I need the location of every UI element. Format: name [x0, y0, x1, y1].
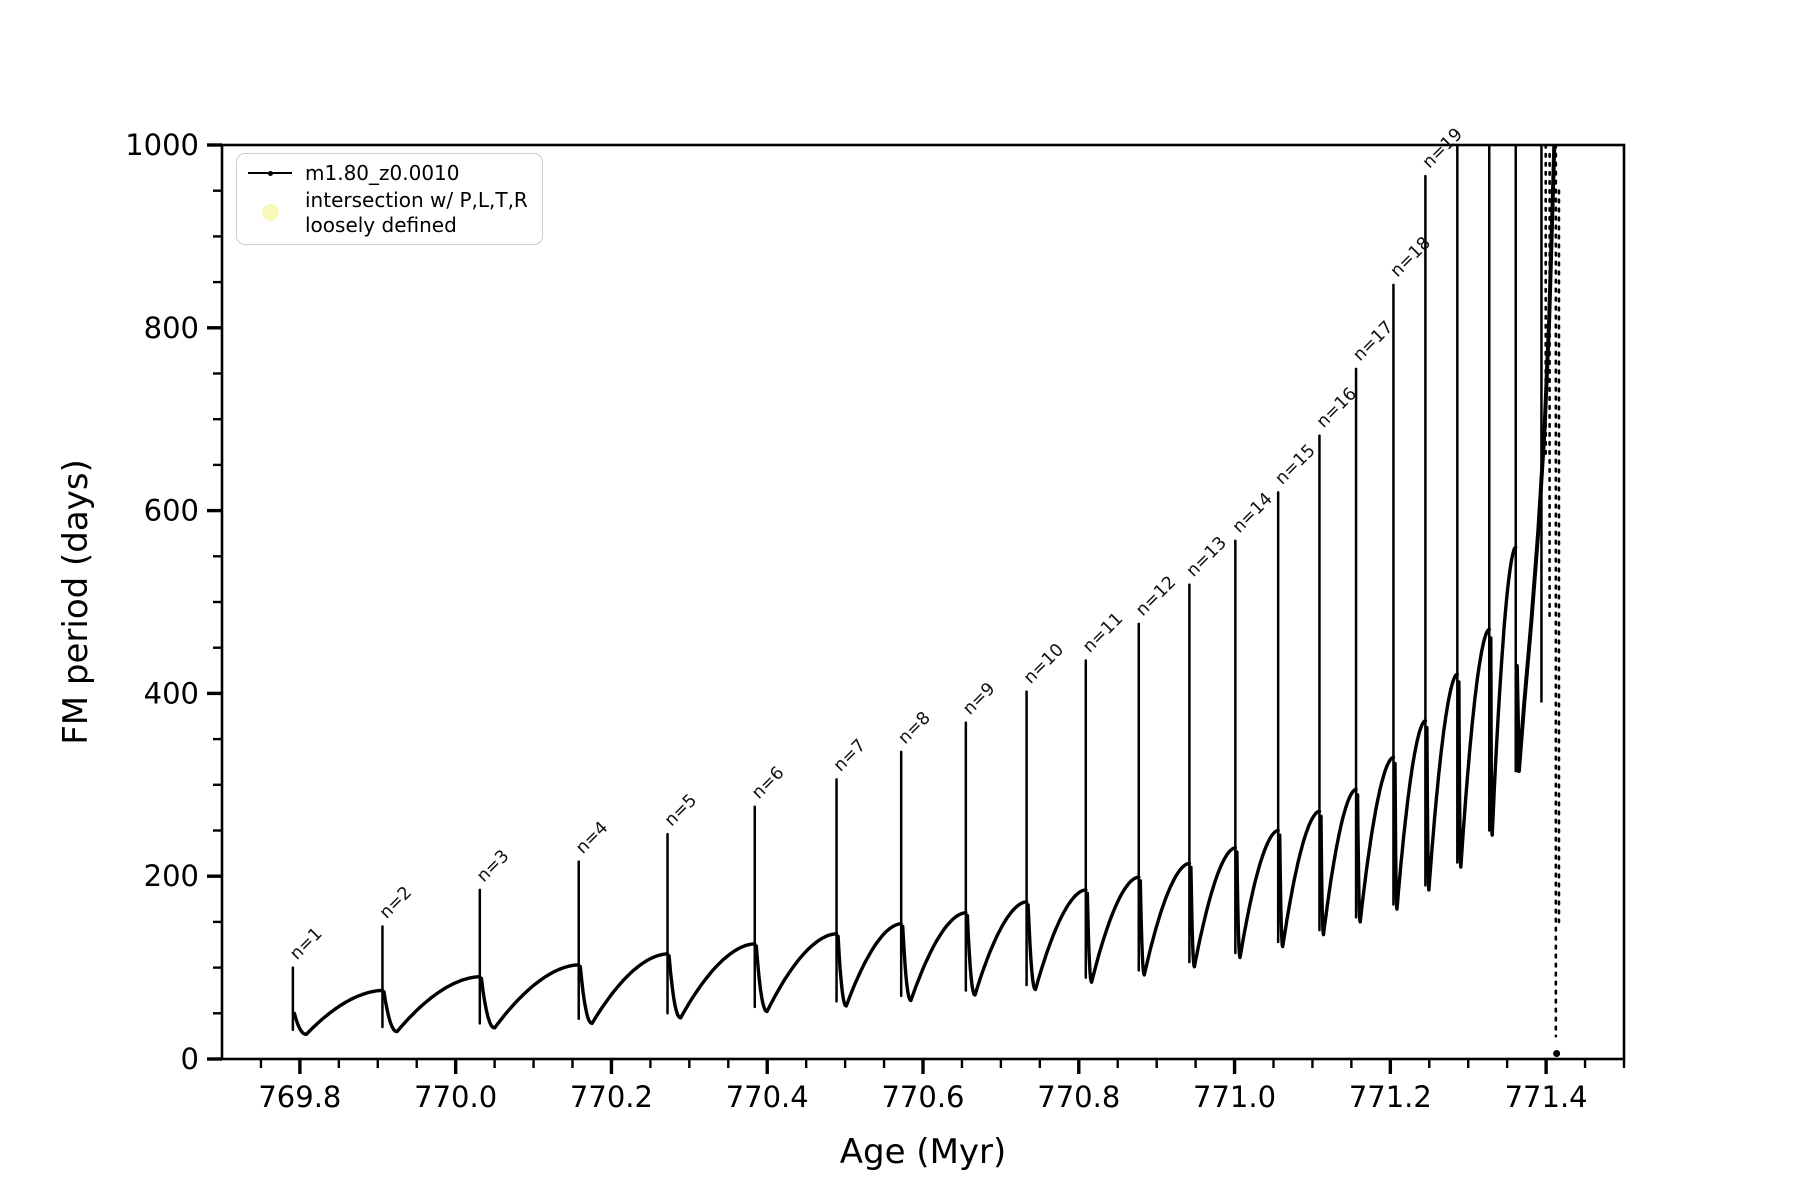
spike-annotations: n=1n=2n=3n=4n=5n=6n=7n=8n=9n=10n=11n=12n… — [286, 125, 1467, 965]
arch-after-n=1 — [292, 988, 385, 1036]
annotation-n=17: n=17 — [1349, 317, 1397, 365]
arch-after-n=15 — [1278, 809, 1322, 949]
arch-after-n=8 — [901, 911, 968, 1003]
axes-spines — [220, 143, 1626, 1061]
arch-after-n=16 — [1319, 787, 1358, 937]
annotation-n=2: n=2 — [376, 883, 416, 923]
annotation-n=18: n=18 — [1387, 233, 1435, 281]
arch-after-n=10 — [1026, 888, 1088, 992]
final-rise — [1514, 144, 1557, 774]
y-tick-label: 600 — [144, 494, 199, 528]
annotation-n=5: n=5 — [661, 790, 701, 830]
legend-label-track: m1.80_z0.0010 — [305, 160, 460, 185]
y-tick-label: 1000 — [125, 128, 199, 162]
arch-after-u19 — [1457, 627, 1491, 869]
annotation-n=9: n=9 — [959, 679, 999, 719]
annotation-n=19: n=19 — [1419, 125, 1467, 173]
arch-after-n=7 — [836, 922, 903, 1008]
annotation-n=13: n=13 — [1183, 533, 1231, 581]
legend-label-intersection-line1: intersection w/ P,L,T,R — [305, 187, 528, 212]
legend-entry-intersection: intersection w/ P,L,T,R loosely defined — [247, 188, 532, 238]
x-tick-label: 770.6 — [881, 1080, 964, 1114]
arch-after-n=3 — [479, 963, 581, 1030]
x-tick-label: 770.0 — [414, 1080, 497, 1114]
annotation-n=3: n=3 — [473, 846, 513, 886]
x-tick-label: 770.2 — [570, 1080, 653, 1114]
arch-after-n=19 — [1425, 672, 1459, 892]
arch-after-n=12 — [1138, 861, 1192, 977]
annotation-n=1: n=1 — [286, 924, 326, 964]
y-axis-label: FM period (days) — [56, 459, 96, 745]
arch-after-n=13 — [1189, 846, 1237, 969]
x-tick-label: 770.4 — [726, 1080, 809, 1114]
legend: m1.80_z0.0010 intersection w/ P,L,T,R lo… — [236, 153, 543, 245]
x-tick-label: 771.0 — [1193, 1080, 1276, 1114]
y-tick-label: 200 — [144, 859, 199, 893]
y-tick-label: 0 — [181, 1042, 199, 1076]
arch-after-n=17 — [1355, 755, 1396, 924]
annotation-n=7: n=7 — [830, 736, 870, 776]
axes: 769.8 770.0 770.2 770.4 770.6 770.8 771.0 771.2… — [125, 128, 1626, 1114]
arch-after-n=6 — [754, 932, 839, 1014]
arch-after-n=18 — [1393, 719, 1428, 911]
y-tick-label: 400 — [144, 676, 199, 710]
y-tick-label: 800 — [144, 311, 199, 345]
annotation-n=15: n=15 — [1272, 441, 1320, 489]
arch-after-n=14 — [1235, 828, 1280, 960]
arch-after-n=5 — [667, 942, 757, 1020]
circle-marker-icon — [261, 204, 279, 221]
annotation-n=8: n=8 — [895, 708, 935, 748]
arch-after-n=4 — [578, 952, 670, 1026]
annotation-n=16: n=16 — [1313, 384, 1361, 432]
annotation-n=10: n=10 — [1020, 640, 1068, 688]
x-tick-label: 771.2 — [1349, 1080, 1432, 1114]
legend-label-intersection-line2: loosely defined — [305, 212, 457, 237]
annotation-n=12: n=12 — [1132, 572, 1180, 620]
legend-label-intersection: intersection w/ P,L,T,R loosely defined — [305, 188, 528, 238]
legend-entry-track: m1.80_z0.0010 — [247, 161, 532, 186]
arch-after-n=11 — [1085, 875, 1141, 984]
arch-after-n=2 — [382, 975, 482, 1034]
track-end-point — [1553, 1050, 1561, 1058]
annotation-n=6: n=6 — [748, 763, 788, 803]
x-tick-label: 770.8 — [1037, 1080, 1120, 1114]
dot-marker-icon — [267, 171, 273, 176]
series-m1.80_z0.0010 — [291, 144, 1561, 1058]
x-axis-label: Age (Myr) — [839, 1132, 1007, 1172]
legend-line-sample — [247, 161, 293, 185]
arch-after-u20 — [1489, 545, 1518, 837]
legend-marker-sample — [247, 201, 293, 225]
x-tick-label: 769.8 — [258, 1080, 341, 1114]
annotation-n=11: n=11 — [1079, 609, 1127, 657]
line-marker-icon — [248, 171, 292, 176]
annotation-n=4: n=4 — [572, 818, 612, 858]
arch-after-n=9 — [965, 900, 1029, 997]
x-tick-label: 771.4 — [1505, 1080, 1588, 1114]
annotation-n=14: n=14 — [1229, 489, 1277, 537]
